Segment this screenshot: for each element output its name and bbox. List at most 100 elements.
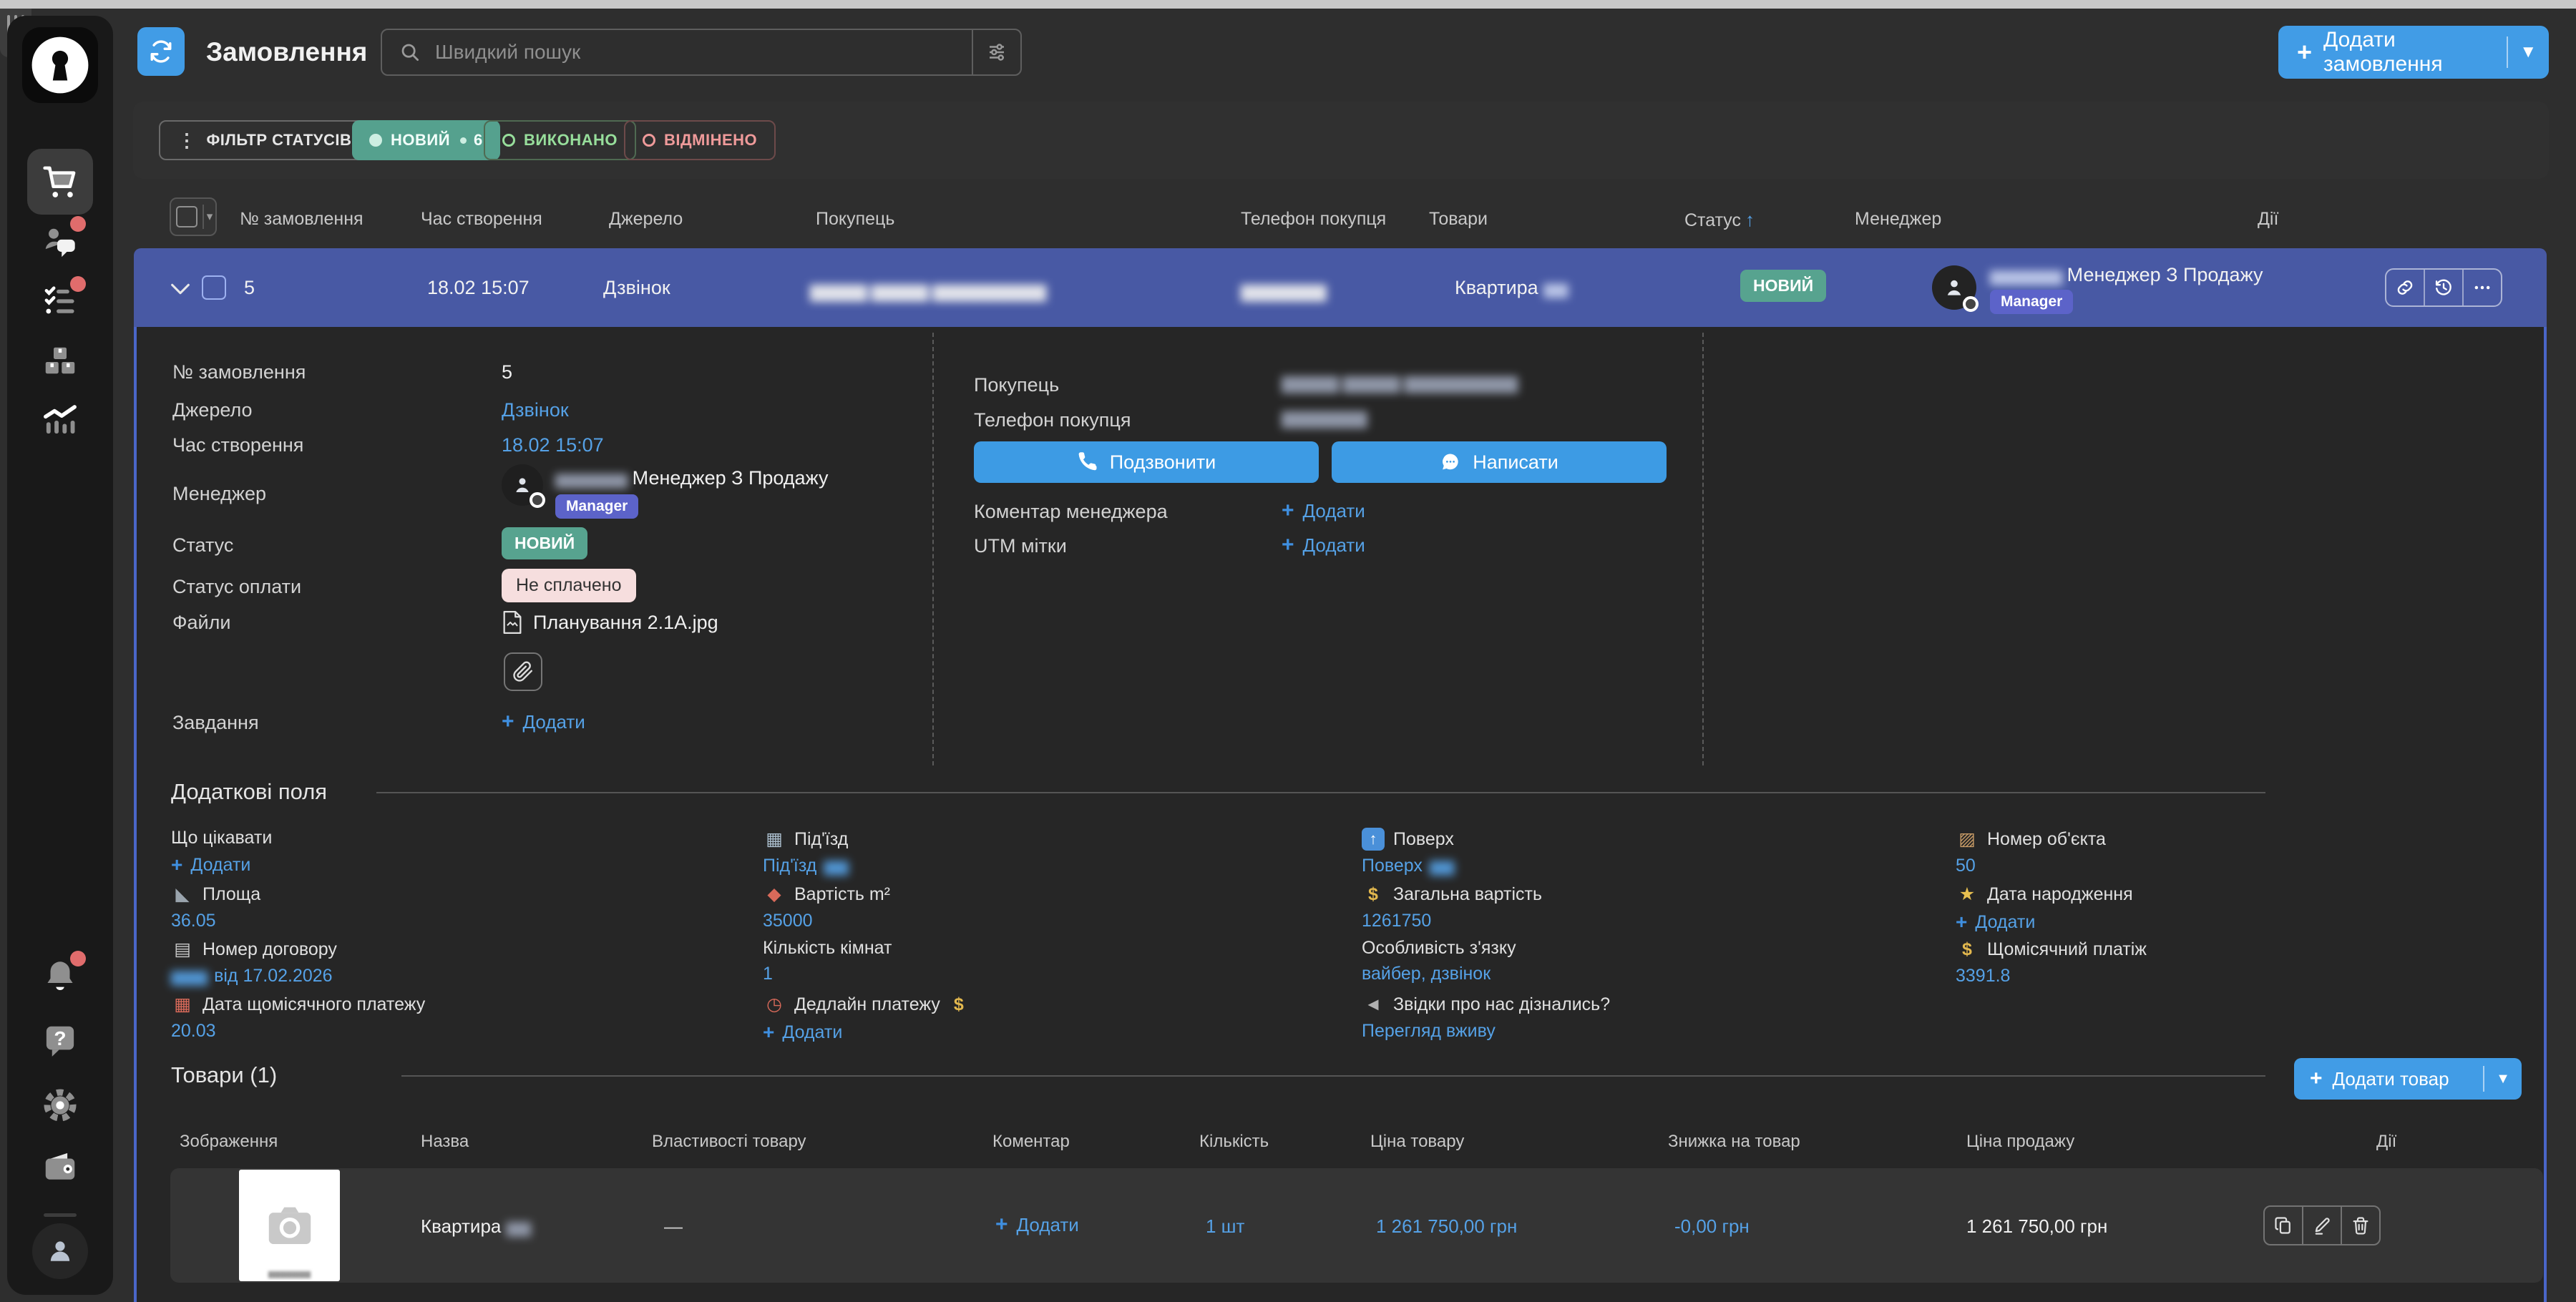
search-input[interactable] [434, 40, 972, 64]
sidebar-item-billing[interactable] [27, 1135, 93, 1201]
payment-status-badge[interactable]: Не сплачено [502, 569, 636, 602]
additional-field: $Щомісячний платіж3391.8 [1956, 938, 2521, 993]
product-quantity[interactable]: 1 шт [1206, 1215, 1244, 1238]
add-order-label: Додати замовлення [2323, 28, 2507, 77]
add-task-link[interactable]: +Додати [502, 710, 585, 734]
party-icon: ★ [1956, 883, 1979, 906]
row-checkbox[interactable] [202, 275, 226, 300]
status-chip-done[interactable]: ВИКОНАНО [484, 120, 636, 160]
advanced-search-button[interactable] [973, 41, 1020, 63]
status-dot-icon [369, 134, 382, 147]
field-label: ★Дата народження [1956, 883, 2521, 906]
field-label: Кількість кімнат [763, 938, 1362, 959]
call-button[interactable]: Подзвонити [974, 441, 1319, 483]
detail-status-badge[interactable]: НОВИЙ [502, 527, 587, 559]
additional-field: ▤Номер договору ▆▆▆від 17.02.2026 [171, 938, 763, 993]
chevron-down-icon[interactable]: ▼ [2484, 1071, 2522, 1087]
add-comment-link[interactable]: +Додати [1282, 499, 1365, 523]
sidebar-item-chats[interactable] [27, 209, 93, 275]
delete-product-button[interactable] [2341, 1207, 2379, 1244]
field-value[interactable]: 50 [1956, 856, 2521, 876]
app-logo[interactable] [22, 27, 98, 103]
col-header-manager[interactable]: Менеджер [1855, 209, 1941, 230]
add-product-comment-link[interactable]: +Додати [995, 1213, 1079, 1237]
add-field-value-link[interactable]: +Додати [763, 1021, 1362, 1044]
field-value[interactable]: 35000 [763, 911, 1362, 931]
sidebar-item-help[interactable]: ? [27, 1008, 93, 1074]
field-label: ▤Номер договору [171, 938, 763, 961]
detail-label: Статус оплати [172, 576, 301, 598]
copy-link-button[interactable] [2386, 270, 2424, 305]
sidebar-item-orders[interactable] [27, 149, 93, 215]
manager-role-badge: Manager [1990, 290, 2073, 314]
add-field-value-link[interactable]: +Додати [171, 853, 763, 876]
status-chip-cancelled[interactable]: ВІДМІНЕНО [624, 120, 776, 160]
refresh-button[interactable] [137, 27, 185, 76]
col-header-created[interactable]: Час створення [421, 209, 542, 230]
column-divider [932, 333, 934, 765]
file-item[interactable]: Планування 2.1A.jpg [502, 610, 718, 635]
add-field-value-link[interactable]: +Додати [1956, 911, 2521, 934]
megaphone-icon: ◄ [1362, 993, 1385, 1016]
product-price[interactable]: 1 261 750,00 грн [1376, 1215, 1517, 1238]
sidebar-item-notifications[interactable] [27, 944, 93, 1009]
more-actions-button[interactable] [2462, 270, 2501, 305]
triangle-icon: ◣ [171, 883, 194, 906]
col-header-status[interactable]: Статус↑ [1684, 209, 1755, 231]
product-discount[interactable]: -0,00 грн [1674, 1215, 1750, 1238]
select-all-control[interactable]: ▾ [170, 197, 217, 236]
alarm-icon: ◷ [763, 993, 786, 1016]
product-image-placeholder[interactable]: ▆▆▆▆▆▆▆ [239, 1170, 340, 1281]
col-header-buyer[interactable]: Покупець [816, 209, 894, 230]
order-row[interactable]: 5 18.02 15:07 Дзвінок ▆▆▆▆ ▆▆▆▆ ▆▆▆▆▆▆▆▆… [134, 248, 2547, 327]
field-value[interactable]: Поверх▆▆ [1362, 856, 1956, 876]
trash-icon [2351, 1215, 2371, 1235]
field-value[interactable]: Під'їзд▆▆ [763, 856, 1362, 876]
detail-label: Джерело [172, 399, 253, 421]
chevron-down-icon: ▾ [204, 210, 215, 224]
history-button[interactable] [2424, 270, 2462, 305]
add-order-button[interactable]: + Додати замовлення ▼ [2278, 26, 2549, 79]
add-utm-link[interactable]: +Додати [1282, 533, 1365, 557]
field-value[interactable]: вайбер, дзвінок [1362, 964, 1956, 984]
sidebar-item-analytics[interactable] [27, 388, 93, 454]
plus-icon: + [2310, 1067, 2323, 1091]
col-header-products[interactable]: Товари [1429, 209, 1488, 230]
field-value[interactable]: 1261750 [1362, 911, 1956, 931]
page-title: Замовлення [206, 37, 367, 67]
plus-icon: + [763, 1021, 774, 1044]
col-header-number[interactable]: № замовлення [240, 209, 364, 230]
order-buyer-cell: ▆▆▆▆ ▆▆▆▆ ▆▆▆▆▆▆▆▆ [810, 280, 1045, 302]
user-avatar[interactable] [32, 1223, 88, 1279]
order-product-cell: Квартира ▆▆ [1455, 277, 1568, 299]
detail-source[interactable]: Дзвінок [502, 399, 569, 421]
write-button[interactable]: Написати [1332, 441, 1667, 483]
collapse-row-icon[interactable] [168, 277, 192, 298]
detail-created[interactable]: 18.02 15:07 [502, 434, 604, 456]
sidebar-item-settings[interactable] [27, 1072, 93, 1138]
attach-file-button[interactable] [504, 652, 542, 691]
field-label: ◷Дедлайн платежу$ [763, 993, 1362, 1016]
window-top-strip [0, 0, 2576, 9]
order-phone-cell: ▆▆▆▆▆▆ [1241, 280, 1326, 302]
notification-dot [70, 951, 86, 966]
filter-statuses-button[interactable]: ⋮ ФІЛЬТР СТАТУСІВ [159, 120, 370, 160]
chart-icon [41, 401, 79, 440]
sidebar-item-products[interactable] [27, 329, 93, 395]
field-value[interactable]: ▆▆▆від 17.02.2026 [171, 966, 763, 987]
manager-role-badge: Manager [555, 494, 638, 519]
duplicate-product-button[interactable] [2265, 1207, 2302, 1244]
field-value[interactable]: 36.05 [171, 911, 763, 931]
chevron-down-icon[interactable]: ▼ [2508, 42, 2550, 62]
col-header-phone[interactable]: Телефон покупця [1241, 209, 1386, 230]
field-value[interactable]: 1 [763, 964, 1362, 984]
field-value[interactable]: Перегляд вживу [1362, 1021, 1956, 1042]
edit-product-button[interactable] [2302, 1207, 2341, 1244]
field-value[interactable]: 3391.8 [1956, 966, 2521, 987]
status-chip-new[interactable]: НОВИЙ 6 [352, 120, 500, 160]
money-icon: $ [1362, 883, 1385, 906]
col-header-source[interactable]: Джерело [609, 209, 683, 230]
sidebar-item-tasks[interactable] [27, 269, 93, 335]
field-value[interactable]: 20.03 [171, 1021, 763, 1042]
add-product-button[interactable]: + Додати товар ▼ [2294, 1058, 2522, 1100]
